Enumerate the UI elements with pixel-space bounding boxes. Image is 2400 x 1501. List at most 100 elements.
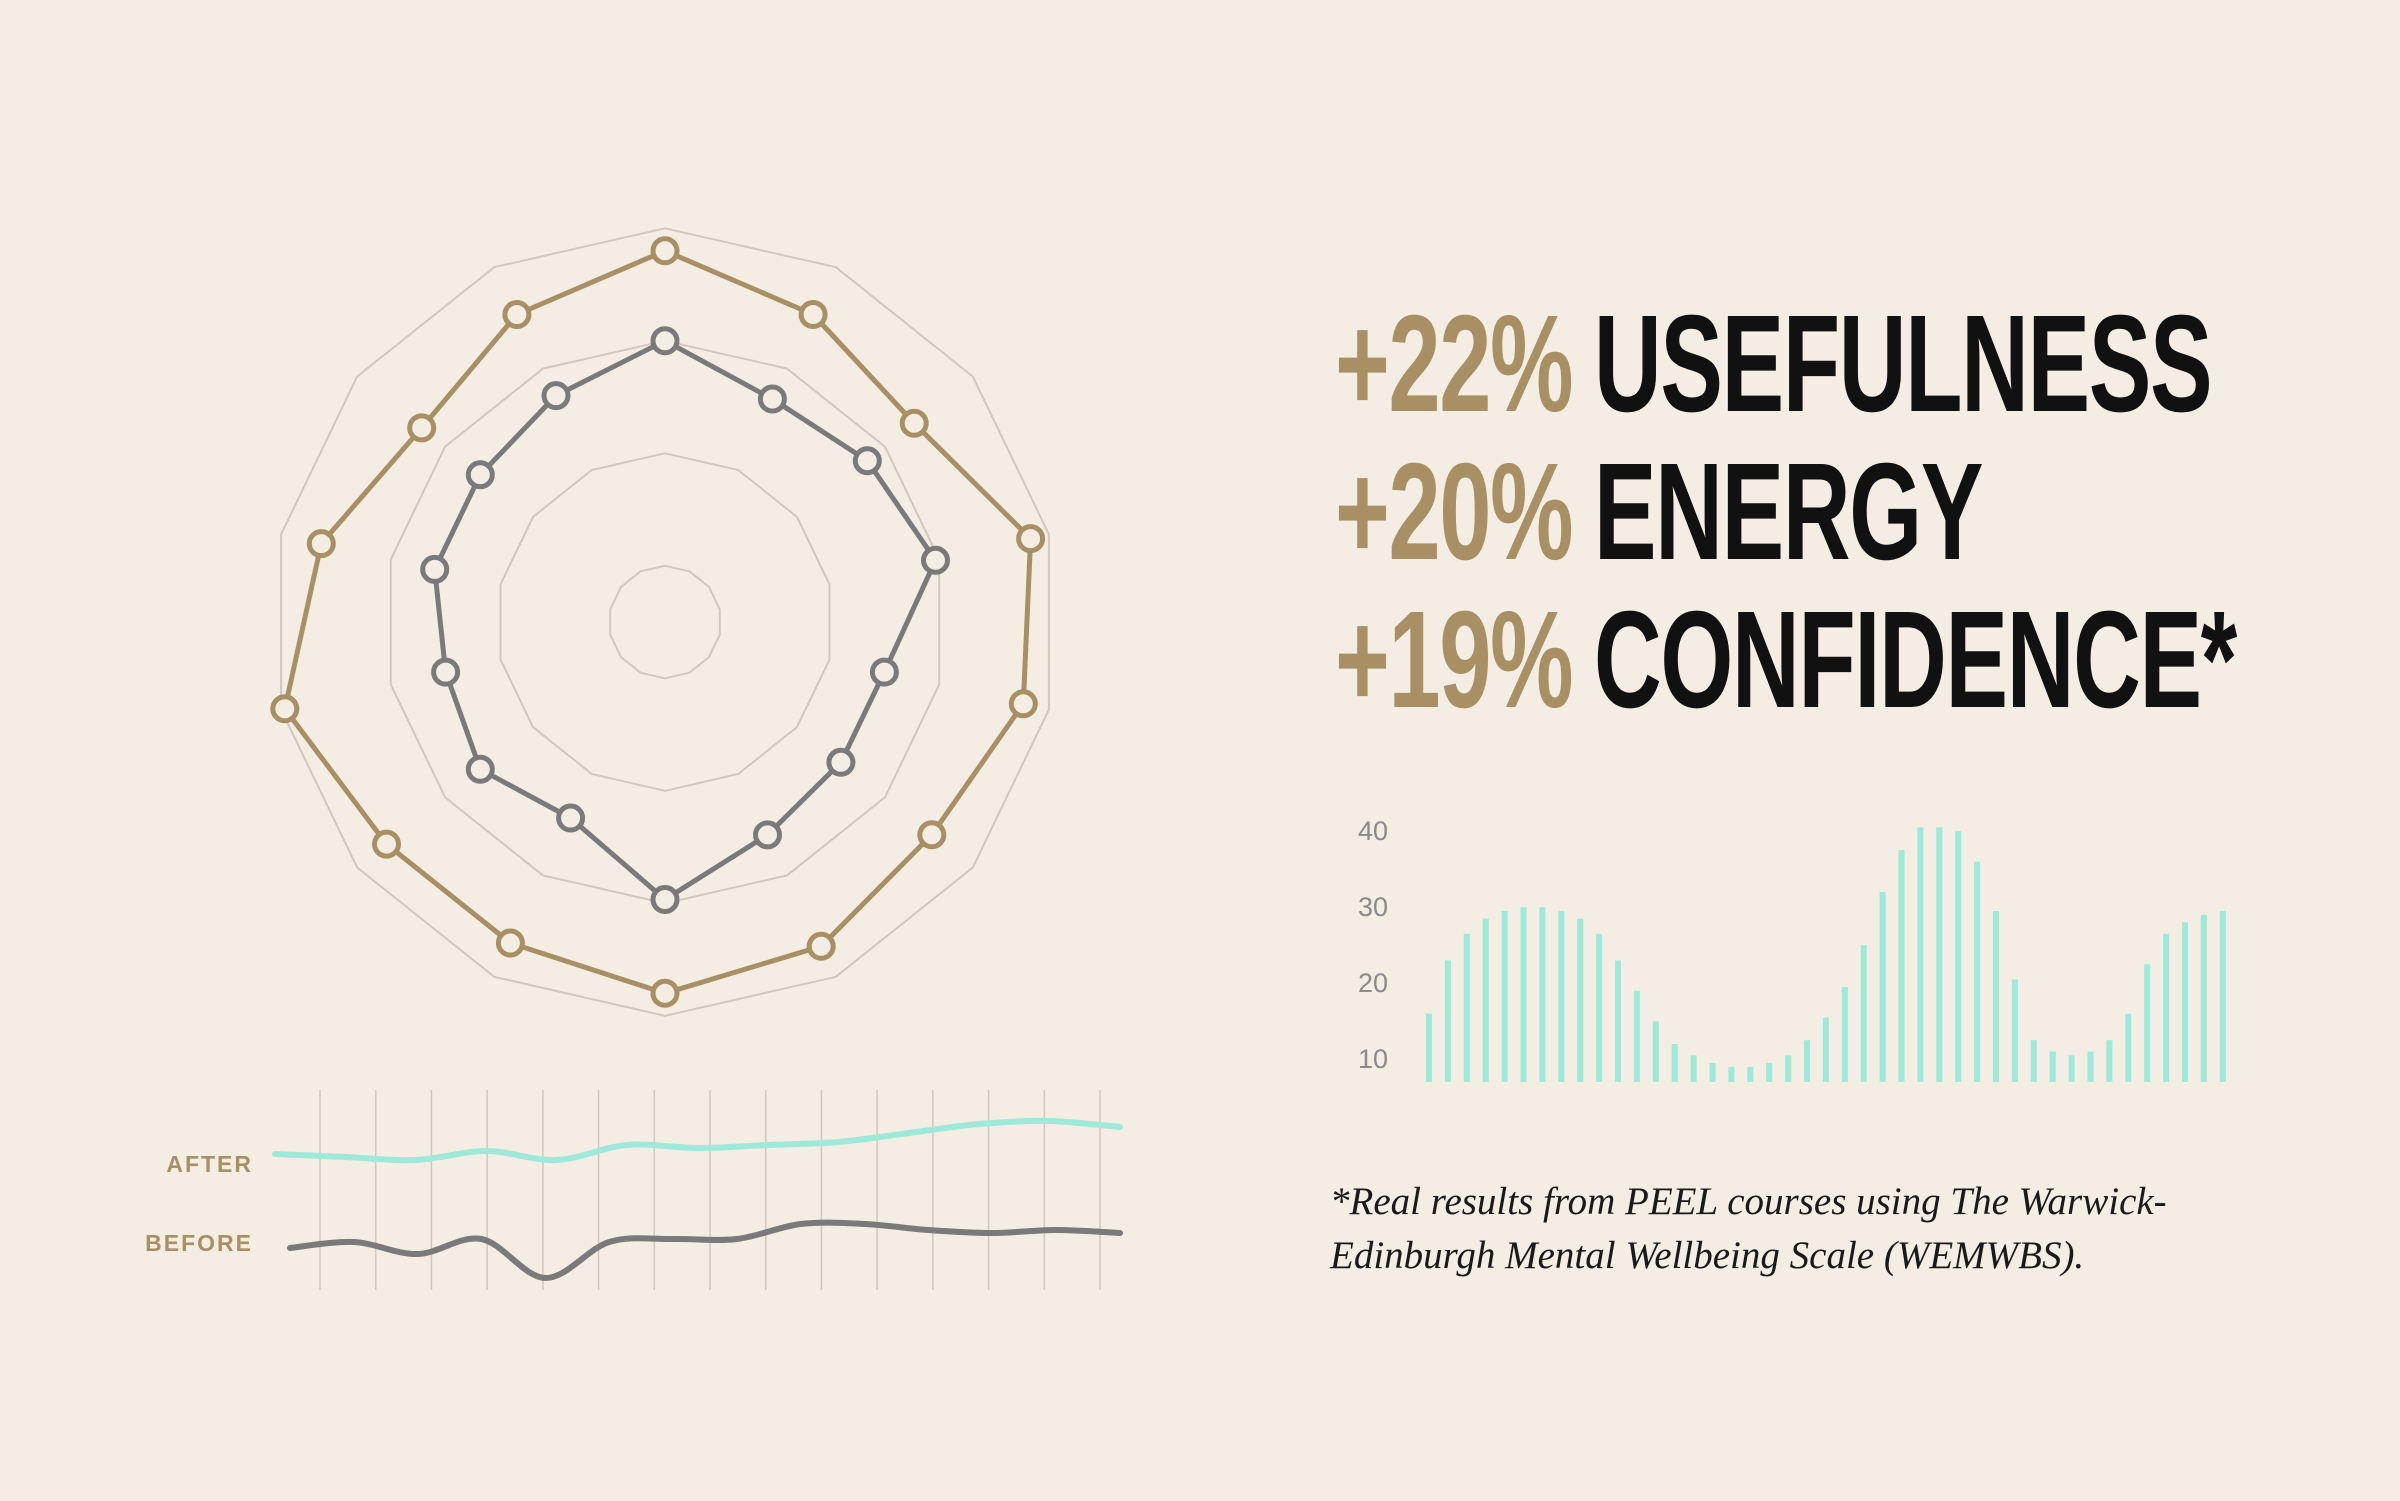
bar [1841, 987, 1848, 1082]
bar [1747, 1066, 1754, 1082]
bar [1936, 827, 1943, 1082]
bar [1822, 1017, 1829, 1082]
bar [1804, 1040, 1810, 1082]
bar-chart: 10 20 30 40 [1300, 800, 2240, 1100]
bar [1728, 1066, 1735, 1082]
radar-grid-ring [280, 227, 1050, 1017]
bar [1463, 933, 1470, 1082]
radar-point [852, 446, 882, 476]
bar [1860, 945, 1867, 1082]
radar-point [650, 326, 680, 356]
bar [2125, 1013, 2132, 1082]
bar [1482, 918, 1489, 1082]
bar [1426, 1013, 1432, 1082]
bar [1879, 892, 1886, 1082]
bar [1577, 918, 1584, 1082]
radar-point [431, 657, 461, 687]
after-line [272, 1117, 1123, 1164]
before-line [287, 1219, 1123, 1282]
bar [2049, 1051, 2056, 1082]
radar-point [372, 829, 401, 859]
bar [2144, 964, 2151, 1082]
radar-point [407, 413, 437, 443]
bar [1596, 933, 1603, 1082]
radar-point [1016, 524, 1046, 554]
bar [2219, 911, 2226, 1082]
bar [1898, 850, 1905, 1082]
footnote-line-2: Edinburgh Mental Wellbeing Scale (WEMWBS… [1330, 1234, 2085, 1277]
bar [1558, 911, 1565, 1082]
radar-point [869, 657, 899, 687]
radar-point [650, 236, 680, 266]
radar-point [798, 300, 828, 329]
bar [1615, 960, 1621, 1082]
radar-point [650, 978, 680, 1008]
footnote: *Real results from PEEL courses using Th… [1330, 1175, 2230, 1283]
before-after-line-chart: AFTER BEFORE [0, 1060, 1200, 1310]
bar [1974, 861, 1981, 1082]
radar-grid-ring [499, 452, 831, 792]
bar [1520, 907, 1527, 1082]
line-chart-svg: AFTER BEFORE [145, 1090, 1123, 1290]
bar-chart-svg: 10 20 30 40 [1358, 816, 2226, 1082]
radar-point [899, 408, 929, 438]
footnote-line-1: *Real results from PEEL courses using Th… [1330, 1180, 2167, 1223]
bar [1917, 827, 1924, 1082]
bar [1501, 911, 1508, 1082]
radar-point [420, 554, 450, 584]
stat-energy: +20% ENERGY [1335, 438, 2029, 586]
radar-chart-svg [270, 227, 1050, 1017]
bar [2106, 1040, 2113, 1082]
after-label: AFTER [166, 1151, 253, 1177]
bar [1633, 990, 1640, 1082]
stat-percent: +20% [1335, 435, 1574, 589]
stat-label: USEFULNESS [1593, 287, 2213, 441]
radar-point [465, 460, 495, 490]
y-tick-label: 20 [1358, 968, 1388, 998]
bar [1690, 1055, 1697, 1082]
bar [2182, 922, 2188, 1082]
radar-point [650, 885, 680, 914]
radar-chart [0, 0, 1200, 1090]
radar-point [502, 300, 532, 329]
bar [2163, 933, 2170, 1082]
bar [1766, 1063, 1773, 1082]
bar [1652, 1021, 1659, 1082]
bar [2011, 979, 2018, 1082]
bar [2030, 1040, 2037, 1082]
before-label: BEFORE [145, 1230, 253, 1256]
radar-point [826, 747, 856, 777]
radar-grid-ring [389, 339, 941, 905]
radar-point [1008, 689, 1038, 719]
stat-label: CONFIDENCE* [1593, 583, 2237, 737]
bar [1539, 907, 1546, 1082]
bar [1709, 1063, 1716, 1082]
radar-series-after [282, 248, 1034, 996]
bar [2200, 914, 2207, 1082]
radar-point [753, 820, 782, 850]
radar-point [495, 928, 525, 958]
radar-point [306, 529, 336, 559]
radar-point [465, 754, 495, 784]
bar [1955, 831, 1962, 1082]
radar-point [556, 803, 586, 833]
y-tick-label: 30 [1358, 892, 1388, 922]
stat-percent: +19% [1335, 583, 1574, 737]
radar-point [757, 384, 787, 414]
y-tick-label: 10 [1358, 1044, 1388, 1074]
bar [1993, 911, 1999, 1082]
radar-point [921, 545, 950, 575]
stat-confidence: +19% CONFIDENCE* [1335, 583, 2237, 737]
radar-point [917, 820, 947, 850]
radar-point [270, 694, 300, 724]
bar [2087, 1051, 2094, 1082]
bar [1444, 960, 1451, 1082]
stat-percent: +22% [1335, 287, 1574, 441]
bar [2068, 1055, 2075, 1082]
y-tick-label: 40 [1358, 816, 1388, 846]
stat-label: ENERGY [1593, 435, 1984, 589]
bar [1785, 1055, 1792, 1082]
bar [1671, 1044, 1678, 1082]
radar-point [806, 931, 836, 961]
stats-headline: +22% USEFULNESS +20% ENERGY +19% CONFIDE… [1335, 290, 2355, 734]
